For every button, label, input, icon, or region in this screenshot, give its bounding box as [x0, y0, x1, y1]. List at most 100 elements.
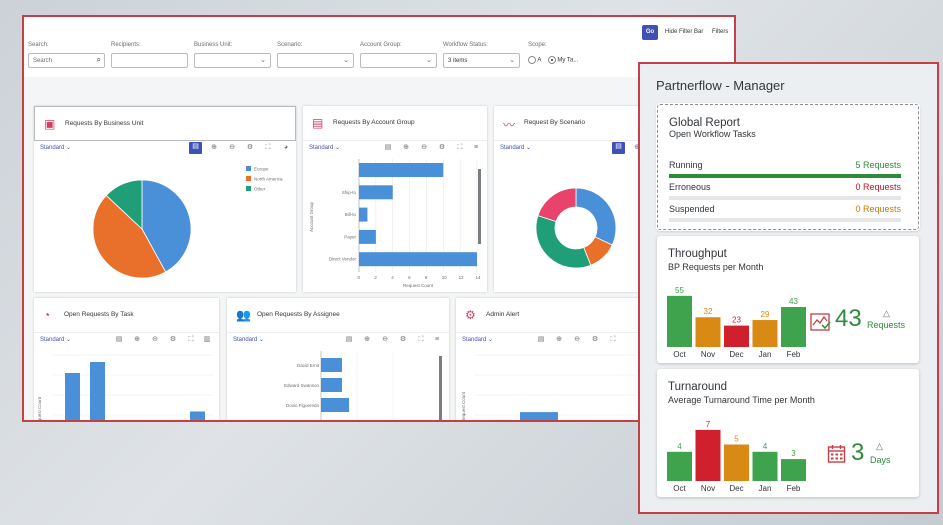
card-toolbar: Standard ⌄ ▤ ⊕ ⊖ ⚙ ⛶ ▥	[34, 333, 219, 347]
card-title: Admin Alert	[486, 311, 520, 318]
chevron-down-icon: ⌄	[509, 57, 515, 64]
card-title: Global Report	[669, 117, 740, 129]
business-unit-icon: ▣	[44, 117, 56, 131]
card-title: Open Requests By Task	[64, 311, 134, 318]
recipients-input[interactable]	[111, 53, 188, 68]
zoom-out-icon[interactable]: ⊖	[421, 144, 427, 151]
zoom-in-icon[interactable]: ⊕	[403, 144, 409, 151]
x-tick-label: Oct	[673, 484, 686, 493]
turnaround-kpi-unit: Days	[870, 455, 891, 465]
details-icon[interactable]: ▤	[384, 144, 392, 151]
settings-icon[interactable]: ⚙	[246, 144, 254, 151]
fullscreen-icon[interactable]: ⛶	[188, 336, 194, 343]
variant-select[interactable]: Standard ⌄	[40, 337, 72, 343]
zoom-in-icon[interactable]: ⊕	[634, 144, 640, 151]
recipients-label: Recipients:	[111, 42, 141, 48]
zoom-out-icon[interactable]: ⊖	[574, 336, 580, 343]
card-subtitle: Open Workflow Tasks	[669, 129, 756, 139]
business-unit-select[interactable]: ⌄	[194, 53, 271, 68]
card-header[interactable]: 👥 Open Requests By Assignee	[227, 298, 449, 333]
search-input[interactable]: Search ⌕	[28, 53, 105, 68]
status-value: 0 Requests	[855, 182, 901, 192]
bar	[724, 444, 749, 481]
bar	[752, 320, 778, 347]
fullscreen-icon[interactable]: ⛶	[418, 336, 424, 343]
assignee-bar-chart: David Ernit Edward Swanson Dovio Figueredo	[284, 351, 442, 420]
chart-type-icon[interactable]: ≡	[473, 144, 479, 151]
settings-icon[interactable]: ⚙	[591, 336, 599, 343]
turnaround-card[interactable]: Turnaround Average Turnaround Time per M…	[657, 369, 919, 497]
scenario-label: Scenario:	[277, 42, 303, 48]
workflow-status-select[interactable]: 3 items ⌄	[443, 53, 520, 68]
details-icon[interactable]: ▤	[345, 336, 353, 343]
global-report-card[interactable]: Global Report Open Workflow Tasks Runnin…	[656, 103, 920, 231]
card-title: Throughput	[668, 248, 727, 260]
card-header[interactable]: ▤ Requests By Account Group	[303, 106, 487, 141]
status-label: Erroneous	[669, 182, 711, 192]
chart-type-icon[interactable]: ≡	[434, 336, 440, 343]
zoom-in-icon[interactable]: ⊕	[211, 144, 217, 151]
scope-radio-all[interactable]	[528, 56, 536, 64]
settings-icon[interactable]: ⚙	[438, 144, 446, 151]
scenario-select[interactable]: ⌄	[277, 53, 354, 68]
workflow-status-value: 3 items	[448, 58, 468, 64]
scope-radio-my-tasks[interactable]	[547, 56, 556, 64]
status-bar	[669, 196, 901, 200]
account-group-select[interactable]: ⌄	[360, 53, 437, 68]
fullscreen-icon[interactable]: ⛶	[610, 336, 616, 343]
variant-select[interactable]: Standard ⌄	[500, 145, 532, 151]
search-icon[interactable]: ⌕	[96, 55, 101, 64]
card-header[interactable]: ◔ Open Requests By Task	[34, 298, 219, 333]
legend-label: Europe	[254, 167, 269, 172]
chevron-down-icon: ⌄	[343, 57, 349, 64]
hide-filter-bar-button[interactable]: Hide Filter Bar	[665, 29, 704, 35]
bar-value-label: 55	[675, 286, 684, 295]
variant-select[interactable]: Standard ⌄	[233, 337, 265, 343]
throughput-card[interactable]: Throughput BP Requests per Month 55 Oct 32…	[657, 236, 919, 363]
chart-type-icon[interactable]: ▥	[203, 336, 211, 343]
chevron-down-icon: ⌄	[260, 57, 266, 64]
filter-bar: Search: Search ⌕ Recipients: Business Un…	[24, 17, 734, 77]
card-title: Requests By Business Unit	[65, 120, 144, 127]
zoom-out-icon[interactable]: ⊖	[152, 336, 158, 343]
zoom-out-icon[interactable]: ⊖	[229, 144, 235, 151]
zoom-in-icon[interactable]: ⊕	[134, 336, 140, 343]
turnaround-bar-chart: 4 Oct 7 Nov 5 Dec 4 Jan 3 Feb	[667, 420, 806, 493]
bar	[359, 207, 368, 222]
card-header[interactable]: ⚙ Admin Alert	[456, 298, 734, 333]
fullscreen-icon[interactable]: ⛶	[265, 144, 271, 151]
fullscreen-icon[interactable]: ⛶	[457, 144, 463, 151]
chart-type-icon[interactable]: ◕	[283, 144, 289, 151]
card-header[interactable]: ▣ Requests By Business Unit	[34, 106, 296, 141]
chevron-down-icon: ⌄	[426, 57, 432, 64]
x-tick-label: 14	[476, 275, 482, 280]
details-icon[interactable]: ▤	[612, 142, 625, 154]
legend-swatch	[246, 166, 251, 171]
status-value: 0 Requests	[855, 204, 901, 214]
variant-select[interactable]: Standard ⌄	[309, 145, 341, 151]
x-tick-label: Oct	[673, 350, 686, 359]
filters-button[interactable]: Filters	[712, 29, 729, 35]
legend-label: Other	[254, 187, 266, 192]
card-toolbar: Standard ⌄ ▤ ⊕ ⊖ ⚙ ⛶ ≡	[227, 333, 449, 347]
search-placeholder: Search	[33, 58, 53, 64]
bar	[321, 358, 342, 372]
settings-icon[interactable]: ⚙	[169, 336, 177, 343]
card-toolbar: Standard ⌄ ▤ ⊕ ⊖ ⚙ ⛶ ≡	[303, 141, 487, 155]
bar	[321, 378, 342, 392]
variant-select[interactable]: Standard ⌄	[40, 145, 72, 151]
go-button[interactable]: Go	[642, 25, 658, 40]
card-requests-by-business-unit: ▣ Requests By Business Unit Standard ⌄ ▤…	[34, 106, 296, 292]
bar	[359, 229, 376, 244]
variant-select[interactable]: Standard ⌄	[462, 337, 494, 343]
zoom-out-icon[interactable]: ⊖	[382, 336, 388, 343]
details-icon[interactable]: ▤	[115, 336, 123, 343]
zoom-in-icon[interactable]: ⊕	[556, 336, 562, 343]
zoom-in-icon[interactable]: ⊕	[364, 336, 370, 343]
y-axis-label: Account Group	[309, 202, 314, 233]
settings-icon[interactable]: ⚙	[399, 336, 407, 343]
card-header[interactable]: 〰 Request By Scenario	[494, 106, 734, 141]
status-label: Suspended	[669, 204, 715, 214]
details-icon[interactable]: ▤	[189, 142, 202, 154]
details-icon[interactable]: ▤	[537, 336, 545, 343]
